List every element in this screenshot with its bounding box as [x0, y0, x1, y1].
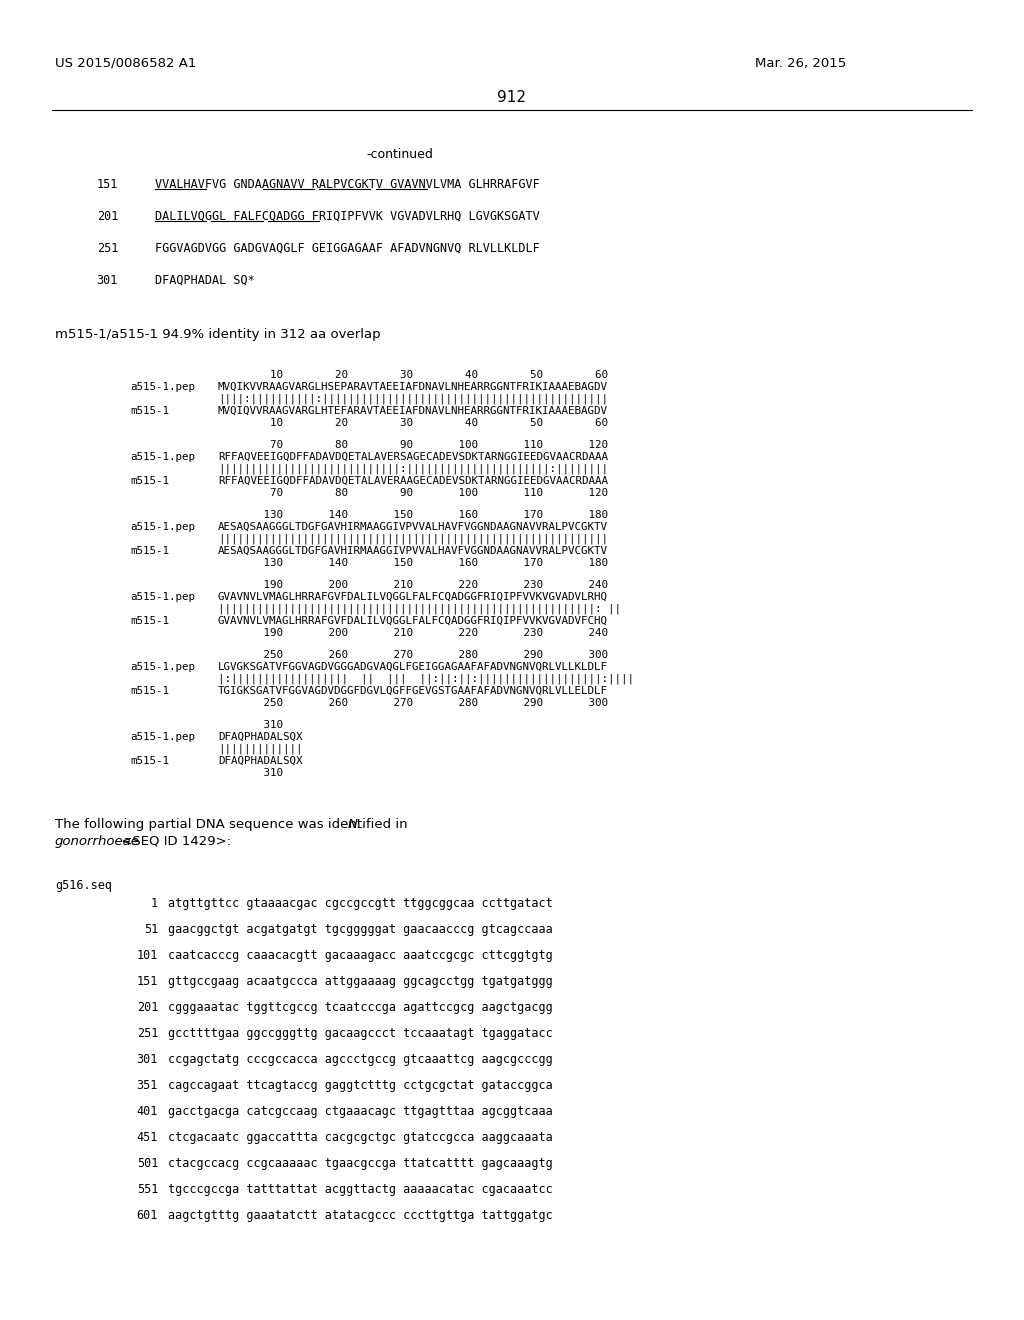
Text: cagccagaat ttcagtaccg gaggtctttg cctgcgctat gataccggca: cagccagaat ttcagtaccg gaggtctttg cctgcgc… — [168, 1078, 553, 1092]
Text: 151: 151 — [136, 975, 158, 987]
Text: gccttttgaa ggccgggttg gacaagccct tccaaatagt tgaggatacc: gccttttgaa ggccgggttg gacaagccct tccaaat… — [168, 1027, 553, 1040]
Text: 310: 310 — [218, 768, 283, 777]
Text: DFAQPHADAL SQ*: DFAQPHADAL SQ* — [155, 275, 255, 286]
Text: LGVGKSGATVFGGVAGDVGGGADGVAQGLFGEIGGAGAAFAFADVNGNVQRLVLLKLDLF: LGVGKSGATVFGGVAGDVGGGADGVAQGLFGEIGGAGAAF… — [218, 663, 608, 672]
Text: 310: 310 — [218, 719, 283, 730]
Text: aagctgtttg gaaatatctt atatacgccc cccttgttga tattggatgc: aagctgtttg gaaatatctt atatacgccc cccttgt… — [168, 1209, 553, 1222]
Text: gaacggctgt acgatgatgt tgcgggggat gaacaacccg gtcagccaaa: gaacggctgt acgatgatgt tgcgggggat gaacaac… — [168, 923, 553, 936]
Text: ccgagctatg cccgccacca agccctgccg gtcaaattcg aagcgcccgg: ccgagctatg cccgccacca agccctgccg gtcaaat… — [168, 1053, 553, 1067]
Text: m515-1: m515-1 — [130, 546, 169, 556]
Text: 251: 251 — [136, 1027, 158, 1040]
Text: 151: 151 — [96, 178, 118, 191]
Text: ctcgacaatc ggaccattta cacgcgctgc gtatccgcca aaggcaaata: ctcgacaatc ggaccattta cacgcgctgc gtatccg… — [168, 1131, 553, 1144]
Text: ctacgccacg ccgcaaaaac tgaacgccga ttatcatttt gagcaaagtg: ctacgccacg ccgcaaaaac tgaacgccga ttatcat… — [168, 1158, 553, 1170]
Text: 250       260       270       280       290       300: 250 260 270 280 290 300 — [218, 698, 608, 708]
Text: 190       200       210       220       230       240: 190 200 210 220 230 240 — [218, 579, 608, 590]
Text: Mar. 26, 2015: Mar. 26, 2015 — [755, 57, 846, 70]
Text: gttgccgaag acaatgccca attggaaaag ggcagcctgg tgatgatggg: gttgccgaag acaatgccca attggaaaag ggcagcc… — [168, 975, 553, 987]
Text: a515-1.pep: a515-1.pep — [130, 663, 195, 672]
Text: DALILVQGGL FALFCQADGG FRIQIPFVVK VGVADVLRHQ LGVGKSGATV: DALILVQGGL FALFCQADGG FRIQIPFVVK VGVADVL… — [155, 210, 540, 223]
Text: 130       140       150       160       170       180: 130 140 150 160 170 180 — [218, 558, 608, 568]
Text: m515-1: m515-1 — [130, 686, 169, 696]
Text: DFAQPHADALSQX: DFAQPHADALSQX — [218, 733, 302, 742]
Text: GVAVNVLVMAGLHRRAFGVFDALILVQGGLFALFCQADGGFRIQIPFVVKVGVADVLRHQ: GVAVNVLVMAGLHRRAFGVFDALILVQGGLFALFCQADGG… — [218, 591, 608, 602]
Text: 601: 601 — [136, 1209, 158, 1222]
Text: g516.seq: g516.seq — [55, 879, 112, 892]
Text: 912: 912 — [498, 90, 526, 106]
Text: 351: 351 — [136, 1078, 158, 1092]
Text: 51: 51 — [143, 923, 158, 936]
Text: 201: 201 — [96, 210, 118, 223]
Text: 101: 101 — [136, 949, 158, 962]
Text: tgcccgccga tatttattat acggttactg aaaaacatac cgacaaatcc: tgcccgccga tatttattat acggttactg aaaaaca… — [168, 1183, 553, 1196]
Text: 251: 251 — [96, 242, 118, 255]
Text: MVQIQVVRAAGVARGLHTEFARAVTAEEIAFDNAVLNHEARRGGNTFRIKIAAAEBAGDV: MVQIQVVRAAGVARGLHTEFARAVTAEEIAFDNAVLNHEA… — [218, 407, 608, 416]
Text: ||||||||||||||||||||||||||||:||||||||||||||||||||||:||||||||: ||||||||||||||||||||||||||||:|||||||||||… — [218, 465, 608, 474]
Text: FGGVAGDVGG GADGVAQGLF GEIGGAGAAF AFADVNGNVQ RLVLLKLDLF: FGGVAGDVGG GADGVAQGLF GEIGGAGAAF AFADVNG… — [155, 242, 540, 255]
Text: 501: 501 — [136, 1158, 158, 1170]
Text: -continued: -continued — [367, 148, 433, 161]
Text: 130       140       150       160       170       180: 130 140 150 160 170 180 — [218, 510, 608, 520]
Text: m515-1: m515-1 — [130, 407, 169, 416]
Text: m515-1: m515-1 — [130, 616, 169, 626]
Text: m515-1: m515-1 — [130, 756, 169, 766]
Text: 551: 551 — [136, 1183, 158, 1196]
Text: 190       200       210       220       230       240: 190 200 210 220 230 240 — [218, 628, 608, 638]
Text: a515-1.pep: a515-1.pep — [130, 381, 195, 392]
Text: 70        80        90       100       110       120: 70 80 90 100 110 120 — [218, 440, 608, 450]
Text: gonorrhoeae: gonorrhoeae — [55, 836, 140, 847]
Text: TGIGKSGATVFGGVAGDVDGGFDGVLQGFFGEVGSTGAAFAFADVNGNVQRLVLLELDLF: TGIGKSGATVFGGVAGDVDGGFDGVLQGFFGEVGSTGAAF… — [218, 686, 608, 696]
Text: m515-1: m515-1 — [130, 477, 169, 486]
Text: RFFAQVEEIGQDFFADAVDQETALAVERAAGECADEVSDKTARNGGIEEDGVAACRDAAA: RFFAQVEEIGQDFFADAVDQETALAVERAAGECADEVSDK… — [218, 477, 608, 486]
Text: MVQIKVVRAAGVARGLHSEPARAVTAEEIAFDNAVLNHEARRGGNTFRIKIAAAEBAGDV: MVQIKVVRAAGVARGLHSEPARAVTAEEIAFDNAVLNHEA… — [218, 381, 608, 392]
Text: 451: 451 — [136, 1131, 158, 1144]
Text: N.: N. — [347, 818, 361, 832]
Text: The following partial DNA sequence was identified in: The following partial DNA sequence was i… — [55, 818, 412, 832]
Text: AESAQSAAGGGLTDGFGAVHIRMAAGGIVPVVALHAVFVGGNDAAGNAVVRALPVCGKTV: AESAQSAAGGGLTDGFGAVHIRMAAGGIVPVVALHAVFVG… — [218, 521, 608, 532]
Text: m515-1/a515-1 94.9% identity in 312 aa overlap: m515-1/a515-1 94.9% identity in 312 aa o… — [55, 327, 381, 341]
Text: 70        80        90       100       110       120: 70 80 90 100 110 120 — [218, 488, 608, 498]
Text: DFAQPHADALSQX: DFAQPHADALSQX — [218, 756, 302, 766]
Text: gacctgacga catcgccaag ctgaaacagc ttgagtttaa agcggtcaaa: gacctgacga catcgccaag ctgaaacagc ttgagtt… — [168, 1105, 553, 1118]
Text: a515-1.pep: a515-1.pep — [130, 591, 195, 602]
Text: 10        20        30        40        50        60: 10 20 30 40 50 60 — [218, 418, 608, 428]
Text: 301: 301 — [96, 275, 118, 286]
Text: caatcacccg caaacacgtt gacaaagacc aaatccgcgc cttcggtgtg: caatcacccg caaacacgtt gacaaagacc aaatccg… — [168, 949, 553, 962]
Text: ||||||||||||||||||||||||||||||||||||||||||||||||||||||||||||: ||||||||||||||||||||||||||||||||||||||||… — [218, 535, 608, 544]
Text: <SEQ ID 1429>:: <SEQ ID 1429>: — [117, 836, 231, 847]
Text: 401: 401 — [136, 1105, 158, 1118]
Text: |:||||||||||||||||||  ||  |||  ||:||:||:|||||||||||||||||||:||||: |:|||||||||||||||||| || ||| ||:||:||:|||… — [218, 675, 634, 685]
Text: cgggaaatac tggttcgccg tcaatcccga agattccgcg aagctgacgg: cgggaaatac tggttcgccg tcaatcccga agattcc… — [168, 1001, 553, 1014]
Text: |||||||||||||: ||||||||||||| — [218, 744, 302, 755]
Text: RFFAQVEEIGQDFFADAVDQETALAVERSAGECADEVSDKTARNGGIEEDGVAACRDAAA: RFFAQVEEIGQDFFADAVDQETALAVERSAGECADEVSDK… — [218, 451, 608, 462]
Text: 1: 1 — [151, 898, 158, 909]
Text: atgttgttcc gtaaaacgac cgccgccgtt ttggcggcaa ccttgatact: atgttgttcc gtaaaacgac cgccgccgtt ttggcgg… — [168, 898, 553, 909]
Text: ||||:||||||||||:||||||||||||||||||||||||||||||||||||||||||||: ||||:||||||||||:||||||||||||||||||||||||… — [218, 393, 608, 404]
Text: ||||||||||||||||||||||||||||||||||||||||||||||||||||||||||: ||: ||||||||||||||||||||||||||||||||||||||||… — [218, 605, 621, 615]
Text: 201: 201 — [136, 1001, 158, 1014]
Text: 10        20        30        40        50        60: 10 20 30 40 50 60 — [218, 370, 608, 380]
Text: a515-1.pep: a515-1.pep — [130, 733, 195, 742]
Text: GVAVNVLVMAGLHRRAFGVFDALILVQGGLFALFCQADGGFRIQIPFVVKVGVADVFCHQ: GVAVNVLVMAGLHRRAFGVFDALILVQGGLFALFCQADGG… — [218, 616, 608, 626]
Text: a515-1.pep: a515-1.pep — [130, 521, 195, 532]
Text: 250       260       270       280       290       300: 250 260 270 280 290 300 — [218, 649, 608, 660]
Text: a515-1.pep: a515-1.pep — [130, 451, 195, 462]
Text: US 2015/0086582 A1: US 2015/0086582 A1 — [55, 57, 197, 70]
Text: VVALHAVFVG GNDAAGNAVV RALPVCGKTV GVAVNVLVMA GLHRRAFGVF: VVALHAVFVG GNDAAGNAVV RALPVCGKTV GVAVNVL… — [155, 178, 540, 191]
Text: 301: 301 — [136, 1053, 158, 1067]
Text: AESAQSAAGGGLTDGFGAVHIRMAAGGIVPVVALHAVFVGGNDAAGNAVVRALPVCGKTV: AESAQSAAGGGLTDGFGAVHIRMAAGGIVPVVALHAVFVG… — [218, 546, 608, 556]
